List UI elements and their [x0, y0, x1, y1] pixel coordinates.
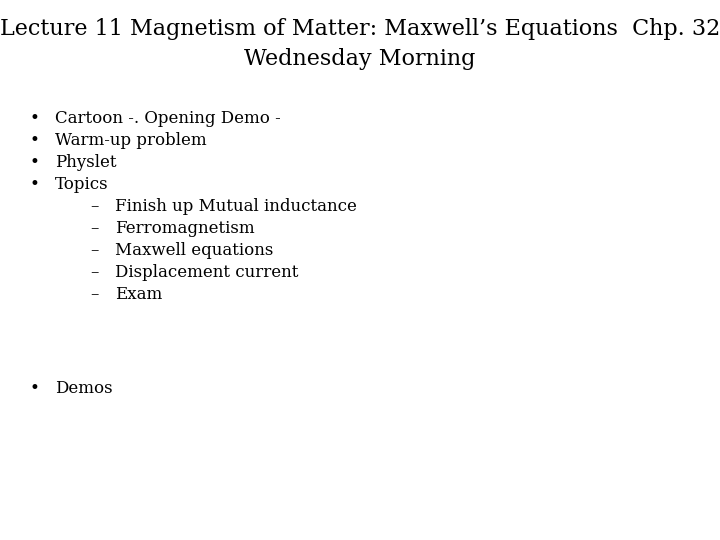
Text: –: –	[90, 198, 99, 215]
Text: Wednesday Morning: Wednesday Morning	[244, 48, 476, 70]
Text: –: –	[90, 264, 99, 281]
Text: Physlet: Physlet	[55, 154, 117, 171]
Text: –: –	[90, 286, 99, 303]
Text: Displacement current: Displacement current	[115, 264, 298, 281]
Text: Topics: Topics	[55, 176, 109, 193]
Text: Lecture 11 Magnetism of Matter: Maxwell’s Equations  Chp. 32: Lecture 11 Magnetism of Matter: Maxwell’…	[0, 18, 720, 40]
Text: –: –	[90, 242, 99, 259]
Text: •: •	[30, 110, 40, 127]
Text: •: •	[30, 380, 40, 397]
Text: •: •	[30, 132, 40, 149]
Text: •: •	[30, 176, 40, 193]
Text: Cartoon -. Opening Demo -: Cartoon -. Opening Demo -	[55, 110, 281, 127]
Text: Demos: Demos	[55, 380, 112, 397]
Text: Maxwell equations: Maxwell equations	[115, 242, 274, 259]
Text: •: •	[30, 154, 40, 171]
Text: Ferromagnetism: Ferromagnetism	[115, 220, 255, 237]
Text: –: –	[90, 220, 99, 237]
Text: Warm-up problem: Warm-up problem	[55, 132, 207, 149]
Text: Exam: Exam	[115, 286, 162, 303]
Text: Finish up Mutual inductance: Finish up Mutual inductance	[115, 198, 357, 215]
